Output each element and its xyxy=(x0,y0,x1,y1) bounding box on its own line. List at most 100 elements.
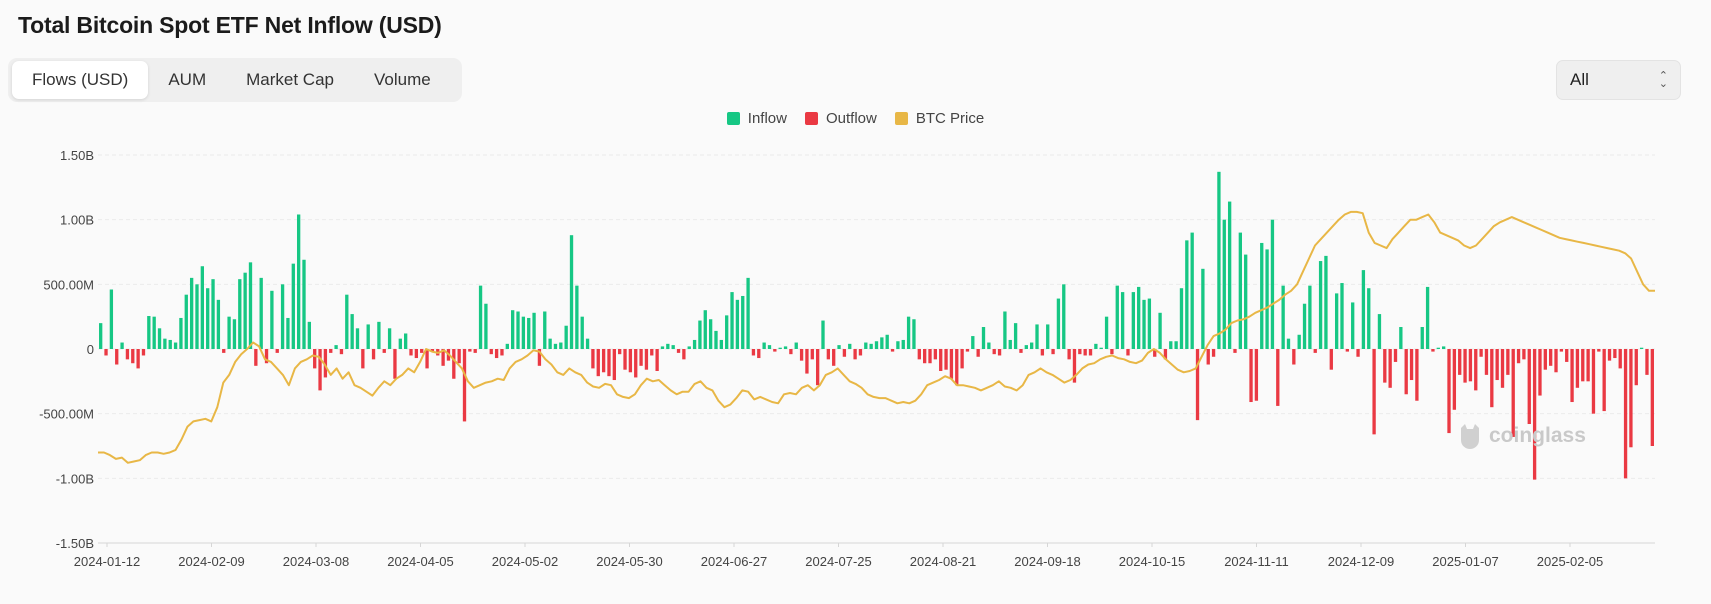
flow-bar xyxy=(248,262,253,349)
range-select[interactable]: All ⌃ ⌄ xyxy=(1556,60,1681,100)
flow-bar xyxy=(623,349,627,370)
chart-legend: Inflow Outflow BTC Price xyxy=(0,110,1711,127)
x-tick-label: 2024-02-09 xyxy=(178,554,245,569)
flow-bar xyxy=(789,349,793,355)
flow-bar xyxy=(757,349,761,359)
legend-item-btc-price[interactable]: BTC Price xyxy=(894,110,985,127)
flow-bar xyxy=(698,320,702,349)
x-tick-label: 2024-08-21 xyxy=(910,554,977,569)
flow-bar xyxy=(1425,286,1430,349)
flow-bar xyxy=(719,339,723,349)
flow-bar xyxy=(1393,349,1398,362)
flow-bar xyxy=(708,319,713,349)
flow-bar xyxy=(1217,171,1221,349)
flow-bar xyxy=(184,294,188,349)
flow-bar xyxy=(1538,349,1542,396)
flow-bar xyxy=(655,349,659,371)
flow-bar xyxy=(441,349,445,366)
flow-bar xyxy=(762,342,766,349)
flow-bar xyxy=(1185,240,1189,349)
flow-bar xyxy=(1490,349,1494,408)
flow-bar xyxy=(1645,349,1649,375)
flow-bar xyxy=(799,349,804,361)
flow-bar xyxy=(350,314,354,349)
flow-bar xyxy=(585,338,590,349)
flow-bar xyxy=(569,235,574,349)
flow-bar xyxy=(1581,349,1585,382)
flow-bar xyxy=(227,316,231,349)
flow-bar xyxy=(1575,349,1580,388)
flow-bar xyxy=(1254,349,1259,401)
flow-bar xyxy=(505,343,509,349)
metric-tabs: Flows (USD) AUM Market Cap Volume xyxy=(8,58,462,102)
y-tick-label: -1.00B xyxy=(56,471,94,486)
flow-bar xyxy=(157,328,162,349)
flow-bar xyxy=(671,345,675,349)
legend-item-outflow[interactable]: Outflow xyxy=(804,110,877,127)
flow-bar xyxy=(1115,285,1119,349)
flow-bar xyxy=(1110,349,1114,355)
legend-item-inflow[interactable]: Inflow xyxy=(726,110,787,127)
flow-bar xyxy=(666,343,670,349)
flow-bar xyxy=(1447,349,1451,434)
flow-bar xyxy=(420,349,424,353)
flow-bar xyxy=(783,346,788,349)
flow-bar xyxy=(1222,219,1226,349)
flow-bar xyxy=(1233,349,1237,353)
flow-bar xyxy=(1158,312,1162,349)
flow-bar xyxy=(1024,345,1028,349)
flow-bar xyxy=(468,349,472,352)
flow-bar xyxy=(115,349,119,365)
tab-flows[interactable]: Flows (USD) xyxy=(12,61,149,99)
x-tick-label: 2025-01-07 xyxy=(1432,554,1499,569)
flow-bar xyxy=(939,349,943,371)
flow-bar xyxy=(1206,349,1210,365)
flow-bar xyxy=(1179,288,1184,349)
flow-bar xyxy=(232,319,237,349)
flow-bar xyxy=(1211,349,1216,357)
flow-bar xyxy=(1062,284,1066,349)
flow-bar xyxy=(313,349,317,369)
coinglass-watermark: coinglass xyxy=(1457,422,1586,450)
flow-bar xyxy=(1249,349,1253,403)
tab-aum[interactable]: AUM xyxy=(168,70,207,89)
flow-bar xyxy=(575,285,579,349)
flow-bar xyxy=(944,349,948,370)
btc-price-swatch xyxy=(894,112,908,125)
flow-bar xyxy=(398,338,402,349)
flow-bar xyxy=(1484,349,1489,375)
flow-bar xyxy=(1431,349,1435,352)
flow-bar xyxy=(163,338,167,349)
flow-bar xyxy=(869,343,873,349)
tab-volume[interactable]: Volume xyxy=(374,70,431,89)
y-tick-label: 500.00M xyxy=(43,277,94,292)
flow-bar xyxy=(1607,349,1612,361)
flow-bar xyxy=(1495,349,1499,381)
flow-bar xyxy=(425,349,429,369)
flow-bar xyxy=(189,277,194,349)
flow-bar xyxy=(211,279,215,349)
flow-bar xyxy=(1399,327,1403,349)
flow-bar xyxy=(1543,349,1547,370)
flow-bar xyxy=(1415,349,1419,401)
tab-market-cap[interactable]: Market Cap xyxy=(246,70,334,89)
flow-bar xyxy=(462,349,467,422)
x-tick-label: 2025-02-05 xyxy=(1537,554,1604,569)
legend-label-btc-price: BTC Price xyxy=(915,110,985,127)
flow-bar xyxy=(99,323,103,349)
flow-bar xyxy=(430,349,435,352)
flow-bar xyxy=(559,342,563,349)
flow-bar xyxy=(1313,349,1317,353)
flow-bar xyxy=(1292,349,1296,365)
flow-bar xyxy=(1051,349,1055,355)
flow-bar xyxy=(965,349,970,352)
flow-bar xyxy=(874,341,879,349)
flow-bar xyxy=(901,339,905,349)
flow-bar xyxy=(173,342,178,349)
flow-bar xyxy=(1094,343,1098,349)
flow-bar xyxy=(832,349,836,366)
flow-bar xyxy=(1078,349,1082,355)
flow-bar xyxy=(1163,349,1168,360)
watermark-text: coinglass xyxy=(1489,424,1586,447)
